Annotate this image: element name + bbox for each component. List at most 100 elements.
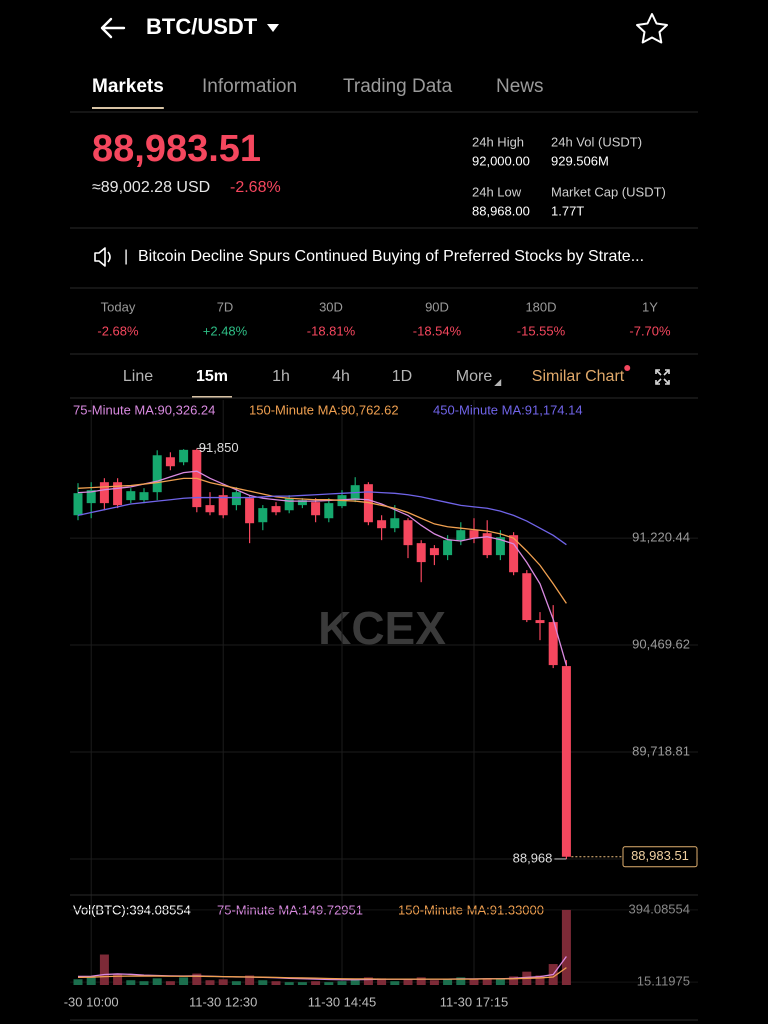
high-marker-label: 91,850 — [199, 440, 239, 455]
x-tick-label: -30 10:00 — [64, 994, 119, 1009]
interval-tab[interactable]: 1D — [392, 368, 412, 385]
nav-tab[interactable]: News — [496, 76, 544, 97]
period-change: -18.54% — [413, 323, 462, 338]
notification-dot — [624, 365, 631, 371]
back-button[interactable] — [100, 17, 126, 39]
x-tick-label: 11-30 12:30 — [189, 994, 257, 1009]
period-change: +2.48% — [203, 323, 248, 338]
volume-bar — [231, 981, 241, 985]
pair-dropdown[interactable] — [267, 24, 279, 32]
volume-bar — [350, 979, 360, 985]
volume-bar — [482, 978, 492, 985]
nav-tab[interactable]: Information — [202, 76, 297, 97]
volume-bar — [443, 979, 453, 985]
current-price-label: 88,983.51 — [631, 848, 689, 863]
candle-body — [429, 548, 439, 556]
stat-label: 24h Low — [472, 184, 522, 199]
candle-body — [456, 530, 466, 541]
candle-body — [469, 530, 479, 539]
volume-bar — [416, 977, 426, 985]
period-change: -18.81% — [307, 323, 356, 338]
period-change: -15.55% — [517, 323, 566, 338]
x-tick-label: 11-30 17:15 — [440, 994, 508, 1009]
stat-label: Market Cap (USDT) — [551, 184, 666, 199]
candle-body — [139, 492, 149, 501]
stat-label: 24h High — [472, 134, 524, 149]
volume-bar — [179, 977, 189, 985]
pair-title[interactable]: BTC/USDT — [146, 14, 258, 39]
nav-tab[interactable]: Trading Data — [343, 76, 453, 97]
volume-bar — [258, 980, 268, 985]
candle-body — [179, 449, 189, 463]
volume-bar — [429, 980, 439, 985]
interval-tab[interactable]: Line — [123, 368, 153, 385]
volume-tick-label: 15.11975 — [637, 974, 690, 989]
candle-body — [548, 622, 558, 666]
volume-bar — [73, 979, 83, 985]
speaker-icon — [94, 247, 111, 267]
candle-body — [152, 455, 162, 493]
volume-bar — [495, 979, 505, 985]
volume-bar — [86, 976, 96, 985]
interval-tab[interactable]: More — [456, 368, 493, 385]
favorite-star[interactable] — [636, 13, 668, 44]
candle-body — [416, 543, 426, 563]
volume-bar — [152, 978, 162, 985]
change-24h: -2.68% — [230, 179, 281, 196]
y-tick-label: 90,469.62 — [632, 636, 690, 651]
news-separator: | — [124, 248, 128, 265]
interval-tab[interactable]: 1h — [272, 368, 290, 385]
candle-body — [126, 491, 136, 501]
period-label: 90D — [425, 299, 449, 314]
volume-bar — [113, 974, 123, 985]
interval-tab[interactable]: 4h — [332, 368, 350, 385]
news-headline[interactable]: Bitcoin Decline Spurs Continued Buying o… — [138, 248, 644, 265]
volume-ma-line — [77, 967, 567, 980]
volume-bar — [535, 975, 545, 985]
candle-body — [73, 493, 83, 516]
candle-body — [284, 498, 294, 511]
volume-bar — [165, 981, 175, 985]
volume-bar — [363, 977, 373, 985]
ma-line — [77, 470, 568, 666]
volume-bar — [245, 975, 255, 985]
candle-body — [245, 498, 255, 524]
volume-bar — [205, 980, 215, 985]
volume-bar — [218, 979, 228, 985]
active-interval-indicator — [191, 396, 233, 398]
period-change: -2.68% — [97, 323, 139, 338]
candle-body — [231, 492, 241, 506]
interval-tab[interactable]: Similar Chart — [532, 368, 625, 385]
usd-price: ≈89,002.28 USD — [92, 179, 210, 196]
volume-bar — [284, 982, 294, 985]
volume-bar — [390, 981, 400, 985]
stat-value: 92,000.00 — [472, 153, 530, 168]
candle-body — [561, 666, 571, 857]
ma-line — [77, 477, 567, 604]
candle-body — [311, 502, 321, 516]
candle-body — [258, 508, 268, 523]
candle-body — [482, 533, 492, 556]
candle-body — [443, 540, 453, 556]
volume-bar — [456, 977, 466, 985]
x-tick-label: 11-30 14:45 — [308, 994, 376, 1009]
current-price-box — [622, 846, 698, 868]
candle-body — [113, 482, 123, 506]
candle-body — [205, 505, 215, 513]
volume-bar — [271, 981, 281, 985]
candle-body — [297, 500, 307, 506]
volume-bar — [324, 982, 334, 985]
low-marker-label: 88,968 — [513, 850, 553, 865]
stat-value: 1.77T — [551, 203, 584, 218]
candle-body — [495, 537, 505, 556]
interval-tab[interactable]: 15m — [196, 368, 228, 385]
volume-bar — [311, 981, 321, 985]
candle-body — [86, 490, 96, 504]
candle-body — [165, 457, 175, 467]
y-tick-label: 91,220.44 — [632, 530, 690, 545]
nav-tab[interactable]: Markets — [92, 76, 164, 97]
volume-bar — [99, 954, 109, 985]
y-tick-label: 89,718.81 — [632, 743, 690, 758]
fullscreen-icon[interactable] — [655, 369, 670, 385]
